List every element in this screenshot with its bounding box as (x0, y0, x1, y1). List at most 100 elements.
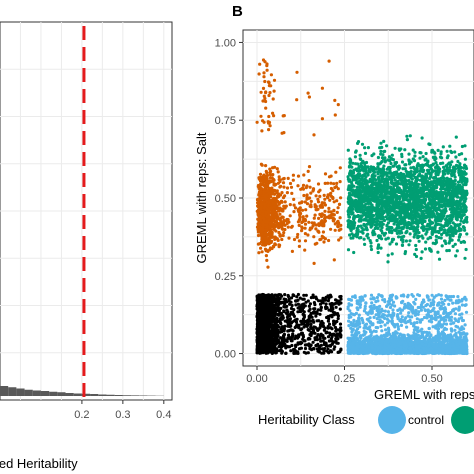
scatter-point (399, 182, 403, 186)
scatter-point (408, 232, 412, 236)
scatter-point (260, 235, 264, 239)
scatter-point (379, 170, 383, 174)
scatter-point (419, 151, 423, 155)
scatter-point (382, 150, 386, 154)
scatter-point (290, 249, 294, 253)
scatter-point (298, 212, 302, 216)
scatter-point (259, 175, 263, 179)
scatter-point (443, 224, 447, 228)
scatter-point (325, 215, 329, 219)
scatter-point (295, 70, 299, 74)
scatter-point (413, 252, 417, 256)
scatter-point (363, 146, 367, 150)
scatter-point (364, 226, 369, 230)
scatter-point (285, 186, 290, 190)
scatter-point (423, 247, 428, 251)
scatter-point (428, 226, 432, 230)
scatter-point (265, 68, 269, 72)
scatter-point (259, 90, 263, 94)
scatter-point (394, 173, 398, 177)
scatter-point (277, 243, 281, 247)
scatter-point (363, 205, 367, 209)
scatter-point (426, 214, 431, 218)
scatter-point (460, 152, 464, 156)
scatter-point (282, 218, 286, 223)
scatter-point (356, 214, 360, 218)
scatter-point (290, 191, 294, 195)
scatter-point (464, 177, 468, 181)
scatter-point (404, 179, 409, 183)
scatter-point (352, 223, 356, 227)
scatter-point (346, 248, 351, 252)
scatter-point (454, 155, 458, 159)
scatter-point (366, 198, 371, 202)
scatter-point (420, 250, 424, 254)
scatter-point (329, 174, 333, 178)
scatter-point (449, 204, 453, 208)
scatter-point (334, 305, 338, 309)
scatter-point (371, 197, 375, 201)
scatter-point (298, 309, 302, 314)
scatter-point (271, 166, 275, 170)
scatter-point (387, 211, 391, 215)
scatter-point (322, 193, 326, 197)
scatter-point (333, 312, 337, 316)
scatter-point (411, 201, 415, 205)
scatter-point (433, 165, 438, 170)
panel-b-points (255, 58, 469, 356)
scatter-point (297, 239, 301, 243)
scatter-point (357, 209, 361, 213)
scatter-point (463, 256, 467, 260)
scatter-point (380, 160, 384, 164)
scatter-point (416, 225, 420, 229)
scatter-point (409, 166, 413, 170)
scatter-point (464, 219, 468, 223)
scatter-point (417, 231, 421, 235)
scatter-point (270, 179, 275, 183)
scatter-point (430, 189, 435, 193)
scatter-point (405, 226, 409, 230)
scatter-point (459, 189, 463, 193)
scatter-point (406, 174, 410, 178)
scatter-point (385, 144, 389, 148)
scatter-point (394, 242, 399, 246)
scatter-point (440, 212, 444, 216)
scatter-point (387, 217, 391, 221)
scatter-point (337, 202, 342, 206)
panel-b-label: B (232, 3, 243, 20)
scatter-point (435, 207, 439, 211)
scatter-point (397, 190, 401, 194)
scatter-point (451, 187, 455, 191)
scatter-point (376, 162, 380, 166)
scatter-point (282, 310, 286, 314)
scatter-point (271, 111, 275, 115)
scatter-point (266, 80, 271, 84)
scatter-point (307, 95, 311, 99)
scatter-point (291, 178, 295, 182)
scatter-point (436, 171, 440, 175)
scatter-point (420, 182, 424, 186)
scatter-point (320, 301, 324, 305)
scatter-point (316, 207, 320, 211)
scatter-point (391, 158, 395, 162)
scatter-point (412, 189, 416, 193)
scatter-point (443, 228, 447, 232)
scatter-point (278, 178, 282, 182)
scatter-point (458, 233, 462, 237)
scatter-point (269, 73, 273, 77)
scatter-point (264, 180, 268, 185)
scatter-point (306, 91, 310, 95)
scatter-point (332, 213, 336, 217)
scatter-point (329, 213, 334, 217)
scatter-point (305, 193, 309, 197)
scatter-point (350, 203, 354, 208)
scatter-point (448, 144, 452, 148)
scatter-point (385, 181, 390, 185)
scatter-point (428, 165, 432, 169)
scatter-point (257, 72, 261, 76)
panel-a-x-ticks: 0.2 0.3 0.4 (74, 400, 171, 421)
scatter-point (390, 173, 394, 177)
scatter-point (348, 160, 352, 165)
scatter-point (390, 209, 394, 213)
scatter-point (398, 231, 402, 235)
